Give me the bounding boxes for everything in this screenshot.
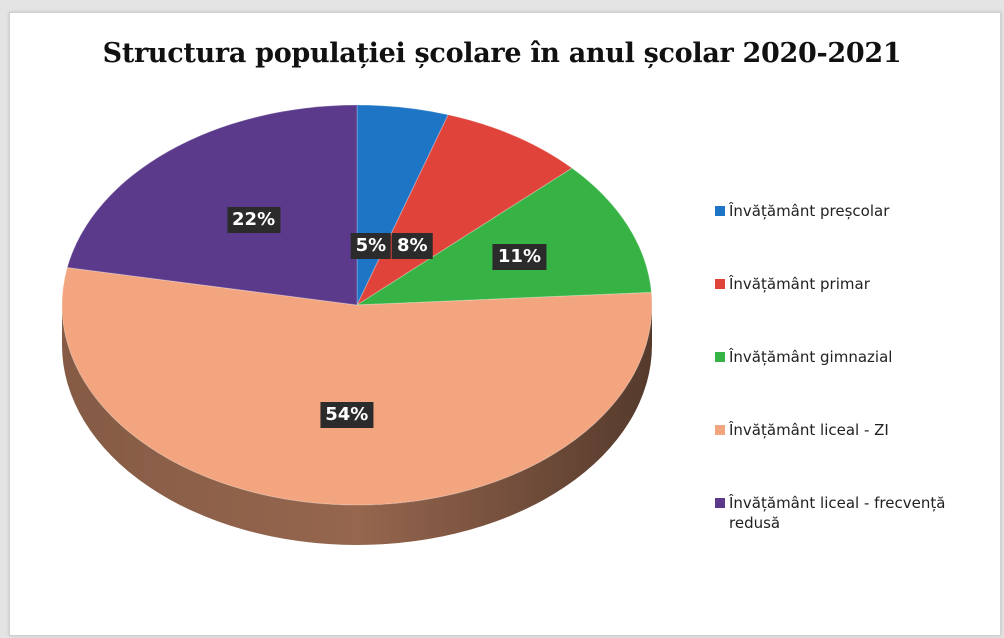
legend-label-2: Învățământ gimnazial: [729, 348, 893, 366]
legend-swatch-1: [715, 279, 725, 289]
pie-slice-4: [66, 104, 358, 306]
legend-item-0: Învățământ preșcolar: [713, 201, 998, 274]
legend-item-2: Învățământ gimnazial: [713, 347, 998, 420]
data-label-3: 54%: [320, 401, 374, 428]
legend-label-3: Învățământ liceal - ZI: [729, 421, 889, 439]
data-label-2: 11%: [492, 244, 546, 271]
legend-swatch-2: [715, 352, 725, 362]
legend-swatch-3: [715, 425, 725, 435]
legend-item-1: Învățământ primar: [713, 274, 998, 347]
legend-label-1: Învățământ primar: [729, 275, 870, 293]
pie-slice-2: [355, 167, 652, 306]
pie-slice-3: [61, 266, 653, 506]
legend-item-4: Învățământ liceal - frecvență redusă: [713, 493, 998, 566]
legend: Învățământ preșcolar Învățământ primar Înv…: [713, 201, 998, 566]
pie-side-3: [62, 305, 652, 545]
legend-swatch-0: [715, 206, 725, 216]
data-label-1: 8%: [392, 232, 433, 259]
legend-item-3: Învățământ liceal - ZI: [713, 420, 998, 493]
legend-swatch-4: [715, 498, 725, 508]
legend-label-0: Învățământ preșcolar: [729, 202, 890, 220]
data-label-0: 5%: [350, 232, 392, 259]
chart-title: Structura populației școlare în anul șco…: [102, 38, 902, 69]
data-label-4: 22%: [227, 207, 281, 234]
legend-label-4: Învățământ liceal - frecvență redusă: [729, 494, 946, 532]
